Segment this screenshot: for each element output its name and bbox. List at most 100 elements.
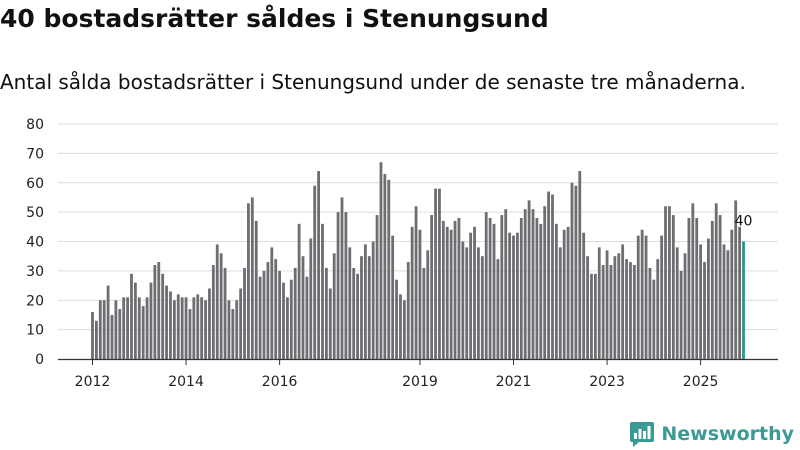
bar — [305, 276, 309, 359]
bar — [738, 226, 742, 359]
bar — [644, 235, 648, 359]
bar — [223, 267, 227, 359]
bar — [449, 229, 453, 359]
bar — [313, 185, 317, 359]
bar — [165, 285, 168, 359]
bar — [664, 206, 667, 359]
bar — [722, 244, 726, 359]
bar — [590, 273, 593, 359]
bar — [270, 247, 274, 359]
bar — [527, 200, 531, 359]
bar — [180, 297, 184, 359]
bar — [551, 194, 554, 359]
bar — [668, 206, 671, 359]
bar — [473, 226, 476, 359]
x-tick-label: 2023 — [589, 374, 625, 390]
bar — [707, 238, 710, 359]
bar — [734, 200, 738, 359]
bar — [461, 241, 465, 359]
data-labels: 40 — [735, 214, 753, 230]
brand-logo: Newsworthy — [629, 420, 794, 448]
bar — [586, 256, 589, 359]
bar — [488, 218, 492, 359]
bar — [110, 314, 114, 359]
bar — [133, 282, 137, 359]
bar — [519, 218, 523, 359]
bar — [204, 300, 207, 359]
bar — [196, 294, 200, 359]
bar — [562, 229, 566, 359]
bar — [422, 267, 426, 359]
bar — [278, 270, 282, 359]
bar — [301, 256, 305, 359]
bar — [402, 300, 406, 359]
bar — [227, 300, 231, 359]
bar — [457, 218, 461, 359]
bar — [582, 232, 586, 359]
bar — [726, 250, 730, 359]
bar — [656, 259, 660, 359]
bar — [247, 203, 250, 359]
bar — [332, 253, 336, 359]
bar — [391, 235, 395, 359]
bar — [153, 265, 157, 359]
bar — [438, 188, 441, 359]
bar — [94, 320, 98, 359]
bar — [625, 259, 628, 359]
bar — [547, 191, 550, 359]
bar — [282, 282, 285, 359]
bar — [710, 220, 714, 359]
bar — [492, 223, 496, 359]
bar — [554, 223, 558, 359]
bar — [671, 215, 675, 359]
bar — [636, 235, 640, 359]
bar — [453, 220, 457, 359]
x-tick-label: 2019 — [402, 374, 438, 390]
bar — [629, 262, 632, 359]
x-tick-label: 2025 — [683, 374, 719, 390]
bar — [91, 312, 94, 359]
bar — [445, 226, 449, 359]
bar — [137, 297, 141, 359]
bar — [504, 209, 508, 359]
bar — [239, 288, 243, 359]
bar — [484, 212, 488, 359]
bar — [172, 300, 176, 359]
bar — [539, 223, 543, 359]
bar — [683, 253, 687, 359]
bar — [383, 173, 387, 359]
bar — [149, 282, 153, 359]
bar — [192, 297, 196, 359]
bar — [687, 218, 691, 359]
bar — [578, 171, 582, 359]
bar — [570, 182, 574, 359]
bar — [414, 206, 418, 359]
bar — [399, 294, 402, 359]
bar — [430, 215, 434, 359]
bar — [266, 262, 270, 359]
bar — [496, 259, 500, 359]
y-tick-label: 30 — [26, 264, 44, 280]
bar — [141, 306, 145, 359]
bars — [91, 162, 745, 359]
y-tick-label: 0 — [35, 352, 44, 368]
bar — [691, 203, 695, 359]
bar — [371, 241, 375, 359]
bar — [367, 256, 371, 359]
bar — [718, 215, 722, 359]
bar — [324, 267, 328, 359]
bar — [640, 229, 644, 359]
bar — [157, 262, 161, 359]
highlighted-bar — [742, 241, 745, 359]
bar — [169, 291, 172, 359]
x-tick-label: 2021 — [496, 374, 532, 390]
bar — [98, 300, 102, 359]
bar — [535, 218, 539, 359]
bar — [145, 297, 149, 359]
bar — [500, 215, 504, 359]
y-tick-label: 40 — [26, 235, 44, 251]
bar — [352, 267, 356, 359]
bar — [118, 309, 122, 359]
